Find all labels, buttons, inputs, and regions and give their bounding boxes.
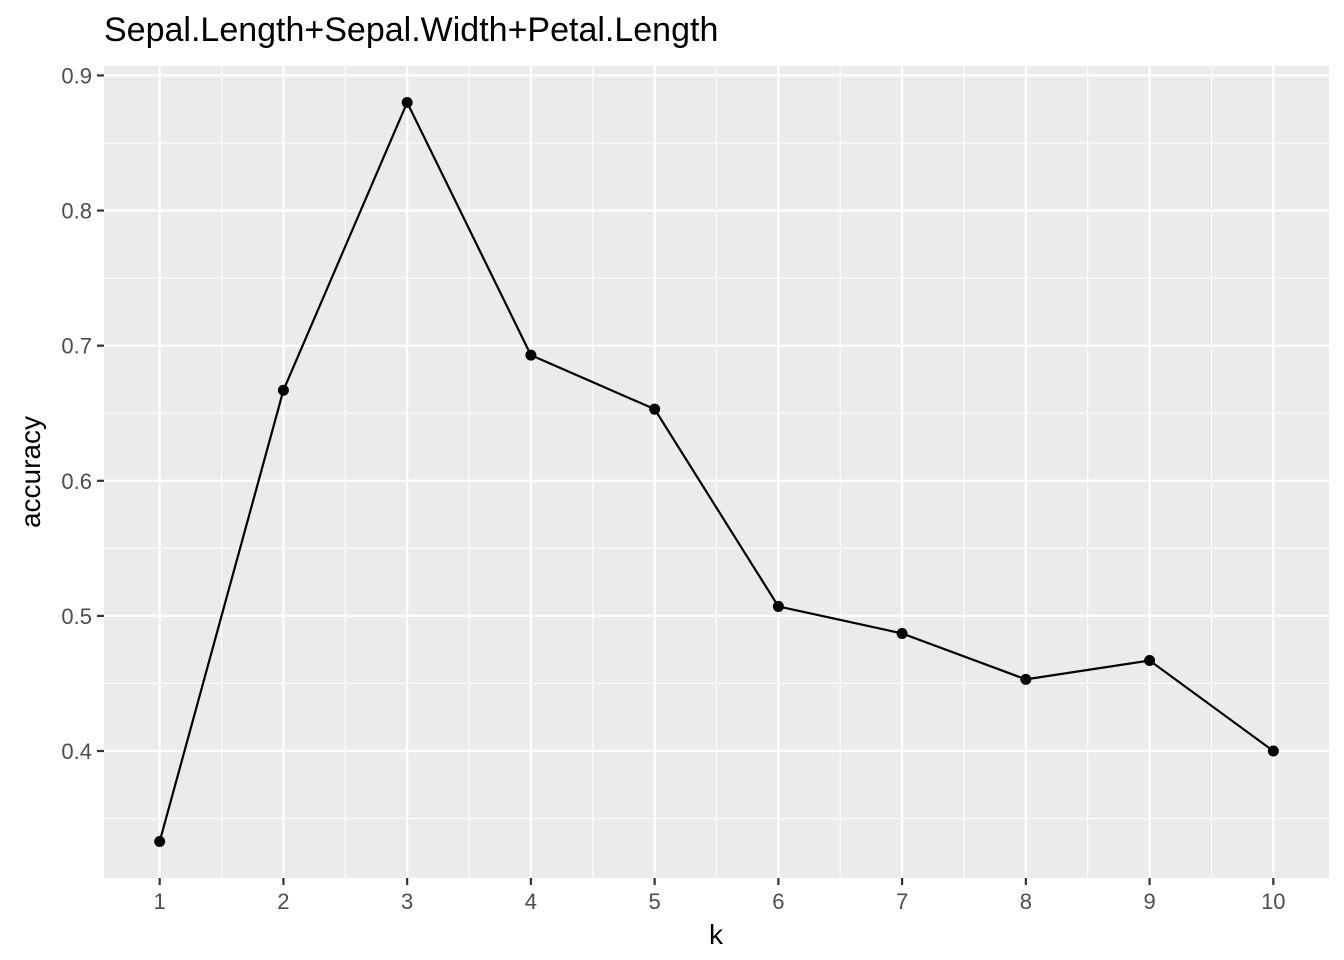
y-axis-title: accuracy <box>15 416 46 528</box>
x-tick-label: 10 <box>1261 889 1285 914</box>
data-point <box>649 403 661 415</box>
data-point <box>154 836 166 848</box>
x-axis: 1 2 3 4 5 6 7 8 9 10 <box>154 878 1286 914</box>
data-point <box>277 384 289 396</box>
data-point <box>1144 654 1156 666</box>
y-tick-label: 0.5 <box>61 604 92 629</box>
x-axis-title: k <box>709 919 724 950</box>
x-tick-label: 6 <box>772 889 784 914</box>
minor-gridlines <box>104 66 1329 878</box>
x-tick-label: 5 <box>649 889 661 914</box>
data-point <box>1267 745 1279 757</box>
x-tick-label: 8 <box>1020 889 1032 914</box>
data-point <box>525 349 537 361</box>
x-tick-label: 1 <box>154 889 166 914</box>
chart-title: Sepal.Length+Sepal.Width+Petal.Length <box>104 11 718 49</box>
y-tick-label: 0.4 <box>61 739 92 764</box>
x-tick-label: 3 <box>401 889 413 914</box>
y-axis: 0.4 0.5 0.6 0.7 0.8 0.9 <box>61 63 104 764</box>
y-tick-label: 0.6 <box>61 469 92 494</box>
y-tick-label: 0.9 <box>61 63 92 88</box>
data-point <box>896 627 908 639</box>
y-tick-label: 0.8 <box>61 199 92 224</box>
x-tick-label: 9 <box>1143 889 1155 914</box>
data-point <box>1020 673 1032 685</box>
series-layer <box>154 96 1279 848</box>
series-line <box>158 99 1274 842</box>
data-point <box>401 96 413 108</box>
major-gridlines <box>104 66 1329 878</box>
x-tick-label: 2 <box>277 889 289 914</box>
x-tick-label: 7 <box>896 889 908 914</box>
data-point <box>772 600 784 612</box>
x-tick-label: 4 <box>525 889 537 914</box>
y-tick-label: 0.7 <box>61 334 92 359</box>
